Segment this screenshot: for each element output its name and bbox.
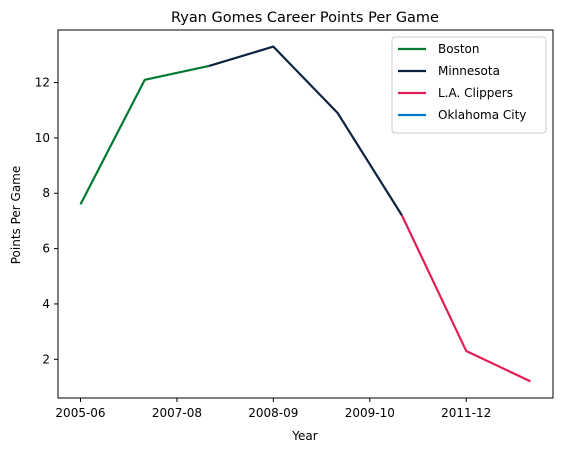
x-axis-ticks: 2005-06 2007-08 2008-09 2009-10 2011-12 xyxy=(55,398,491,420)
y-tick-label: 6 xyxy=(42,242,50,256)
series-line-0 xyxy=(79,64,210,205)
x-tick-label: 2009-10 xyxy=(345,406,395,420)
y-tick-label: 2 xyxy=(42,352,50,366)
legend-box xyxy=(391,36,547,134)
legend: Boston Minnesota L.A. Clippers Oklahoma Cit… xyxy=(391,36,547,134)
legend-label: Oklahoma City xyxy=(438,108,526,122)
y-axis-ticks: 2 4 6 8 10 12 xyxy=(35,76,58,366)
x-tick-label: 2011-12 xyxy=(441,406,491,420)
x-tick-label: 2007-08 xyxy=(152,406,202,420)
series-layer xyxy=(79,45,531,383)
x-tick-label: 2005-06 xyxy=(55,406,105,420)
series-line-2 xyxy=(400,214,531,383)
y-tick-label: 8 xyxy=(42,186,50,200)
x-axis-label: Year xyxy=(291,429,317,443)
legend-label: L.A. Clippers xyxy=(438,86,513,100)
legend-label: Minnesota xyxy=(438,64,500,78)
plot-area-frame xyxy=(57,29,554,399)
series-line-1 xyxy=(208,45,403,216)
y-tick-label: 4 xyxy=(42,297,50,311)
x-tick-label: 2008-09 xyxy=(248,406,298,420)
y-tick-label: 10 xyxy=(35,131,50,145)
legend-label: Boston xyxy=(438,42,479,56)
chart-title: Ryan Gomes Career Points Per Game xyxy=(171,10,439,26)
y-tick-label: 12 xyxy=(35,76,50,90)
y-axis-label: Points Per Game xyxy=(9,166,23,265)
